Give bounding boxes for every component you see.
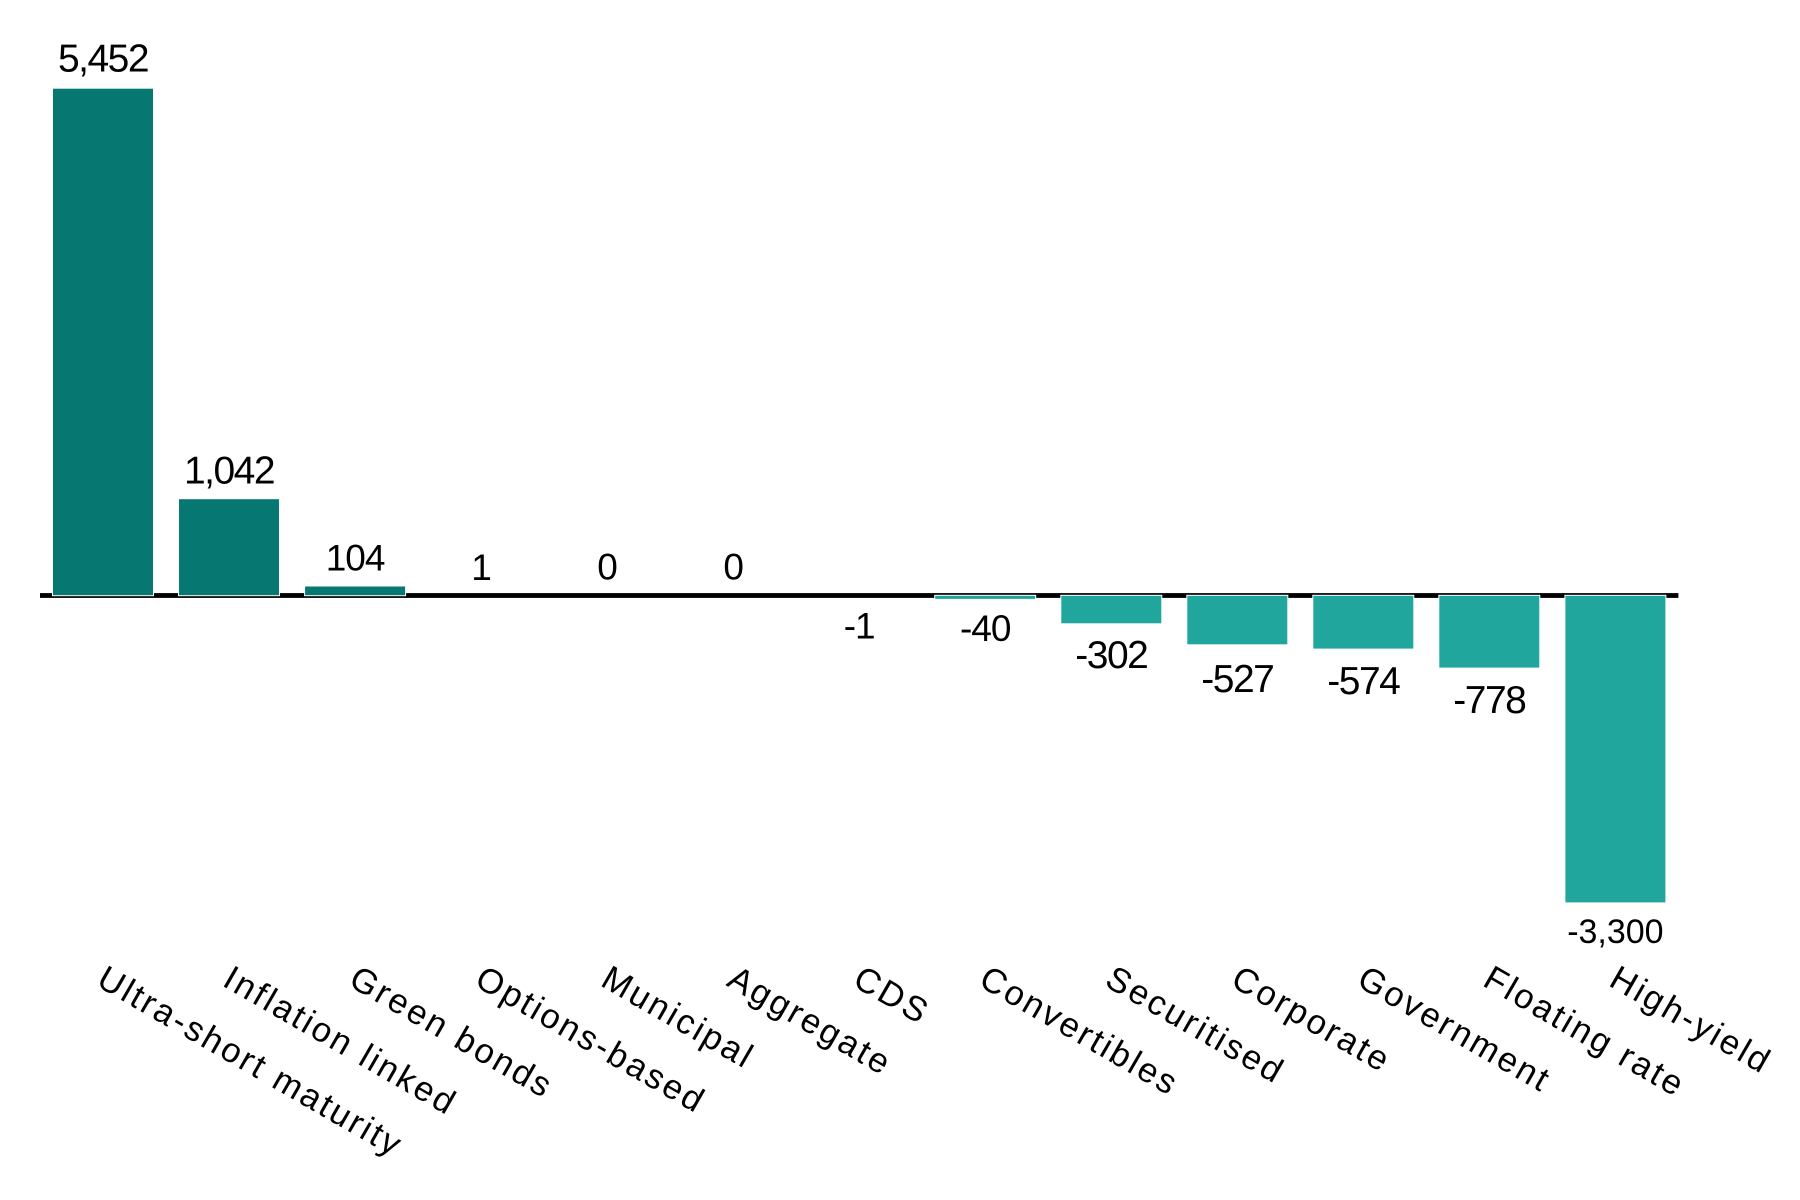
svg-text:0: 0 [597,547,617,588]
svg-text:-302: -302 [1075,634,1147,677]
svg-text:-1: -1 [844,606,875,647]
svg-text:-574: -574 [1327,660,1400,703]
svg-text:-40: -40 [960,608,1011,649]
svg-text:0: 0 [723,547,743,588]
svg-text:-527: -527 [1201,658,1273,701]
svg-text:5,452: 5,452 [58,38,148,81]
svg-text:1,042: 1,042 [184,449,274,492]
svg-text:-3,300: -3,300 [1567,913,1663,951]
svg-text:104: 104 [326,537,385,578]
svg-text:1: 1 [471,547,491,588]
svg-text:-778: -778 [1453,679,1525,722]
